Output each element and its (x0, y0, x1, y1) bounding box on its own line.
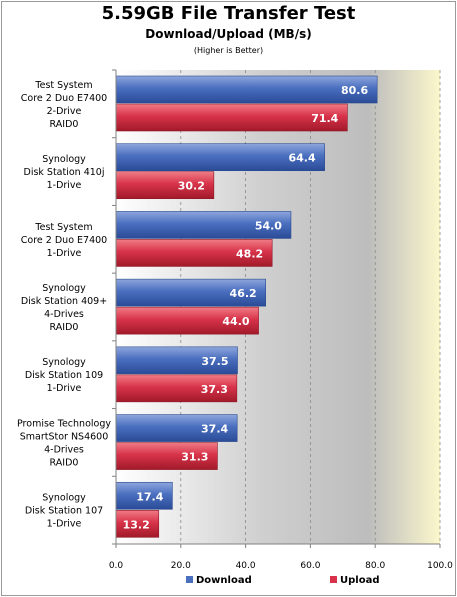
data-label-upload: 48.2 (236, 247, 263, 260)
data-label-upload: 44.0 (222, 315, 249, 328)
data-label-download: 37.4 (201, 423, 228, 436)
legend-swatch-download (186, 576, 193, 583)
category-label-line: 1-Drive (47, 248, 82, 259)
category-label-line: 1-Drive (47, 383, 82, 394)
bar-upload (115, 306, 259, 335)
bar-upload (115, 374, 238, 403)
data-label-download: 46.2 (230, 287, 257, 300)
chart-title: 5.59GB File Transfer Test (101, 3, 356, 24)
bar-upload (115, 239, 273, 267)
category-label-line: Core 2 Duo E7400 (21, 93, 107, 104)
x-tick-label: 80.0 (365, 561, 385, 571)
bar-upload (115, 509, 160, 538)
legend-item-download: Download (186, 575, 252, 586)
bar-upload (115, 442, 218, 470)
category-label: Test System Core 2 Duo E7400 1-Drive (21, 222, 107, 259)
category-label-line: 4-Drives (44, 309, 84, 320)
category-label-line: SmartStor NS4600 (20, 431, 109, 442)
x-tick-label: 60.0 (300, 561, 320, 571)
bar-download (115, 481, 173, 510)
bar-download (115, 75, 378, 104)
category-label-line: 2-Drive (47, 106, 82, 117)
category-label-line: Disk Station 109 (25, 370, 103, 381)
legend-label-upload: Upload (340, 575, 380, 586)
data-label-upload: 71.4 (311, 112, 338, 125)
chart-subtitle: Download/Upload (MB/s) (145, 27, 312, 41)
category-label-line: RAID0 (50, 119, 79, 130)
data-label-upload: 30.2 (178, 180, 205, 193)
data-label-upload: 37.3 (201, 383, 228, 396)
x-tick-label: 40.0 (236, 561, 256, 571)
bar-download (115, 278, 266, 307)
category-label-line: Test System (34, 80, 92, 91)
category-label-line: Synology (42, 493, 86, 504)
category-label: Promise Technology SmartStor NS4600 4-Driv… (17, 418, 111, 468)
chart-note: (Higher is Better) (193, 46, 264, 55)
category-label-line: 1-Drive (47, 519, 82, 530)
category-label: Synology Disk Station 107 1-Drive (25, 493, 103, 530)
bar-download (115, 414, 238, 442)
bar-download (115, 346, 238, 375)
x-tick-label: 20.0 (171, 561, 191, 571)
data-label-upload: 31.3 (181, 451, 208, 464)
category-label-line: Disk Station 409+ (21, 296, 107, 307)
data-label-download: 37.5 (201, 355, 228, 368)
legend-swatch-upload (330, 576, 337, 583)
category-label-line: Core 2 Duo E7400 (21, 235, 107, 246)
category-label: Test System Core 2 Duo E7400 2-Drive RAID0 (21, 80, 107, 130)
category-label-line: Promise Technology (17, 418, 111, 429)
category-label-line: Synology (42, 357, 86, 368)
data-label-download: 80.6 (341, 84, 368, 97)
data-label-download: 54.0 (255, 219, 282, 232)
category-label-line: 4-Drives (44, 444, 84, 455)
legend-label-download: Download (196, 575, 252, 586)
data-label-download: 17.4 (136, 490, 163, 503)
category-label: Synology Disk Station 410j 1-Drive (24, 154, 105, 191)
category-label-line: Synology (42, 283, 86, 294)
data-label-download: 64.4 (289, 152, 316, 165)
category-label-line: Disk Station 107 (25, 506, 103, 517)
legend-item-upload: Upload (330, 575, 379, 586)
category-label-line: RAID0 (50, 322, 79, 333)
category-label-line: RAID0 (50, 457, 79, 468)
data-label-upload: 13.2 (123, 518, 150, 531)
x-tick-label: 0.0 (109, 561, 124, 571)
category-label: Synology Disk Station 409+ 4-Drives RAID0 (21, 283, 107, 333)
category-label-line: Synology (42, 154, 86, 165)
category-label-line: Test System (34, 222, 92, 233)
category-label: Synology Disk Station 109 1-Drive (25, 357, 103, 394)
x-tick-label: 100.0 (427, 561, 453, 571)
category-label-line: 1-Drive (47, 180, 82, 191)
category-label-line: Disk Station 410j (24, 167, 105, 178)
